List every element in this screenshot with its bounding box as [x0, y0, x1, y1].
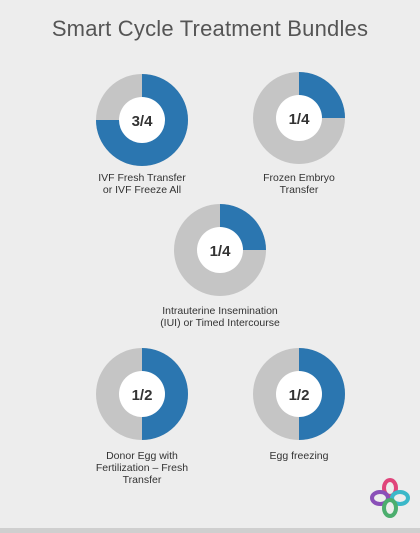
- donut-svg: 1/4: [174, 204, 266, 296]
- logo-petal-bottom: [382, 498, 398, 518]
- donut-svg: 1/4: [253, 72, 345, 164]
- donut-svg: 1/2: [96, 348, 188, 440]
- donut-chart: 1/2: [249, 344, 349, 444]
- caption-line: or IVF Freeze All: [102, 184, 182, 196]
- caption-line: Transfer: [122, 474, 162, 486]
- donut-chart: 1/4: [170, 200, 270, 300]
- donut-svg: 3/4: [96, 74, 188, 166]
- caption-line: Frozen Embryo: [263, 172, 335, 184]
- fraction-label: 3/4: [132, 113, 154, 130]
- fraction-label: 1/4: [210, 243, 232, 260]
- donut-chart: 1/4: [249, 68, 349, 168]
- fraction-label: 1/2: [289, 387, 310, 404]
- donut-center: [119, 97, 165, 143]
- bundle-caption: IVF Fresh Transfer or IVF Freeze All: [67, 172, 217, 196]
- page-title: Smart Cycle Treatment Bundles: [51, 16, 369, 41]
- bundle-caption: Frozen Embryo Transfer: [224, 172, 374, 196]
- donut-center: [119, 371, 165, 417]
- bundle-caption: Intrauterine Insemination (IUI) or Timed …: [145, 305, 295, 329]
- fraction-label: 1/4: [289, 111, 311, 128]
- caption-line: Transfer: [279, 184, 319, 196]
- caption-line: IVF Fresh Transfer: [98, 172, 186, 184]
- donut-chart: 3/4: [92, 70, 192, 170]
- bundle-caption: Egg freezing: [224, 450, 374, 462]
- four-petal-logo-icon: [370, 478, 410, 518]
- donut-chart: 1/2: [92, 344, 192, 444]
- caption-line: (IUI) or Timed Intercourse: [160, 317, 280, 329]
- donut-svg: 1/2: [253, 348, 345, 440]
- bundle-caption: Donor Egg with Fertilization – Fresh Trans…: [67, 450, 217, 486]
- logo-petal-left: [370, 490, 390, 506]
- logo-petal-top: [382, 478, 398, 498]
- caption-line: Intrauterine Insemination: [162, 305, 278, 317]
- donut-center: [276, 371, 322, 417]
- caption-line: Egg freezing: [269, 450, 329, 462]
- fraction-label: 1/2: [132, 387, 153, 404]
- bottom-bar: [0, 528, 420, 533]
- caption-line: Fertilization – Fresh: [95, 462, 189, 474]
- logo-petal-right: [390, 490, 410, 506]
- donut-center: [197, 227, 243, 273]
- donut-center: [276, 95, 322, 141]
- caption-line: Donor Egg with: [106, 450, 178, 462]
- brand-logo: [368, 476, 412, 525]
